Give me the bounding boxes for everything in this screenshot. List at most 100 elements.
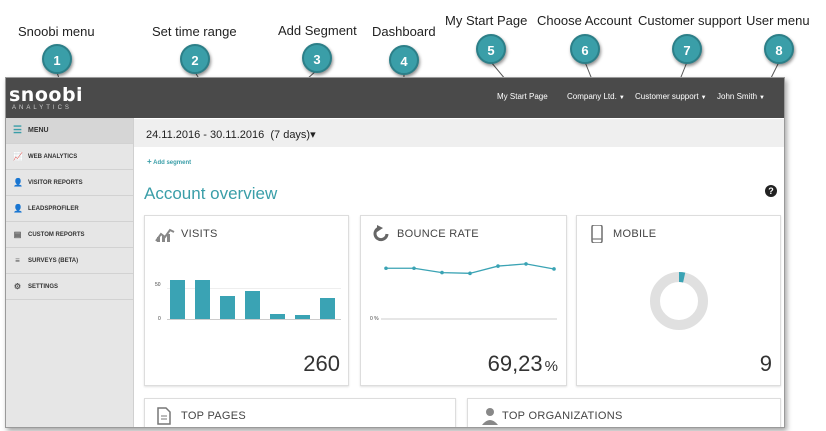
add-segment-label: Add segment xyxy=(153,160,192,166)
visits-title: VISITS xyxy=(181,228,218,240)
person-icon: 👤 xyxy=(13,178,23,187)
callout-label-5: My Start Page xyxy=(445,13,528,28)
callout-label-8: User menu xyxy=(746,13,810,28)
sidebar-item-settings[interactable]: ⚙ SETTINGS xyxy=(6,274,133,300)
help-icon[interactable]: ? xyxy=(765,185,777,197)
visits-bar xyxy=(220,295,235,319)
bounce-rate-unit: % xyxy=(544,358,558,375)
top-organizations-title: TOP ORGANIZATIONS xyxy=(502,410,623,422)
visits-card[interactable]: VISITS 50 0 260 xyxy=(144,215,349,386)
mobile-donut-chart xyxy=(650,272,708,330)
mobile-donut-other xyxy=(650,272,708,330)
callout-label-4: Dashboard xyxy=(372,24,436,39)
sidebar-item-label: SURVEYS (BETA) xyxy=(28,258,79,264)
sidebar-menu-toggle[interactable]: ☰ MENU xyxy=(6,118,133,144)
bounce-point xyxy=(468,271,472,276)
bounce-rate-title: BOUNCE RATE xyxy=(397,228,479,240)
document-icon: ▤ xyxy=(13,230,22,239)
caret-down-icon: ▼ xyxy=(759,95,765,101)
visits-bar xyxy=(270,314,285,319)
callout-badge-7: 7 xyxy=(672,34,702,64)
top-pages-title: TOP PAGES xyxy=(181,410,247,422)
time-range-text: 24.11.2016 - 30.11.2016 (7 days) xyxy=(146,129,311,141)
user-dropdown[interactable]: John Smith ▼ xyxy=(717,92,765,101)
caret-down-icon: ▼ xyxy=(700,95,707,101)
bounce-rate-value: 69,23% xyxy=(488,351,558,377)
support-dropdown[interactable]: Customer support ▼ xyxy=(635,92,707,101)
bounce-rate-chart xyxy=(381,262,557,320)
sidebar-item-web-analytics[interactable]: 📈 WEB ANALYTICS xyxy=(6,144,133,170)
callout-badge-6: 6 xyxy=(570,34,600,64)
phone-icon xyxy=(591,225,603,243)
bounce-point xyxy=(524,262,528,266)
callout-label-6: Choose Account xyxy=(537,13,632,28)
visits-bar xyxy=(195,280,210,319)
bounce-rate-card[interactable]: BOUNCE RATE 0 % 69,23% xyxy=(360,215,567,386)
mobile-value: 9 xyxy=(759,351,772,376)
visits-bar xyxy=(245,291,260,319)
list-icon: ≡ xyxy=(15,256,20,265)
callout-badge-5: 5 xyxy=(476,34,506,64)
callout-badge-8: 8 xyxy=(764,34,794,64)
bounce-point xyxy=(496,264,500,268)
page-title: Account overview xyxy=(144,184,278,203)
time-range-bar[interactable]: 24.11.2016 - 30.11.2016 (7 days)▾ xyxy=(134,119,784,147)
visits-bar xyxy=(295,314,310,319)
time-range-selector[interactable]: 24.11.2016 - 30.11.2016 (7 days)▾ xyxy=(146,128,316,141)
bounce-ytick-0: 0 % xyxy=(370,316,379,322)
sidebar-item-leadsprofiler[interactable]: 👤 LEADSPROFILER xyxy=(6,196,133,222)
chart-icon xyxy=(155,228,175,242)
sidebar-item-label: WEB ANALYTICS xyxy=(28,154,78,160)
bounce-rate-number: 69,23 xyxy=(487,351,543,376)
snoobi-logo[interactable]: snoobi xyxy=(9,84,84,106)
mobile-title: MOBILE xyxy=(613,228,657,240)
bounce-arrow-icon xyxy=(373,225,389,242)
person-icon: 👤 xyxy=(13,204,23,213)
account-name: Company Ltd. xyxy=(567,92,617,101)
visits-ytick-0: 0 xyxy=(158,316,161,322)
sidebar-item-label: SETTINGS xyxy=(28,284,59,290)
visits-value: 260 xyxy=(303,351,340,376)
sidebar-item-custom-reports[interactable]: ▤ CUSTOM REPORTS xyxy=(6,222,133,248)
callout-badge-3: 3 xyxy=(302,43,332,73)
gear-icon: ⚙ xyxy=(13,282,22,291)
mobile-donut-mobile xyxy=(650,272,708,330)
bounce-point xyxy=(552,267,556,271)
app-window: snoobi ANALYTICS My Start Page Company L… xyxy=(5,77,785,428)
bounce-point xyxy=(384,266,388,271)
add-segment-button[interactable]: + Add segment xyxy=(147,157,191,166)
callout-badge-2: 2 xyxy=(180,44,210,74)
mobile-card[interactable]: MOBILE 9 xyxy=(576,215,781,386)
callout-label-2: Set time range xyxy=(152,24,237,39)
top-bar: snoobi ANALYTICS My Start Page Company L… xyxy=(6,78,784,118)
user-name: John Smith xyxy=(717,92,758,101)
top-pages-card[interactable]: TOP PAGES xyxy=(144,398,456,427)
callout-badge-4: 4 xyxy=(389,45,419,75)
callout-label-1: Snoobi menu xyxy=(18,24,95,39)
caret-down-icon: ▾ xyxy=(310,129,316,141)
hamburger-icon: ☰ xyxy=(13,125,22,136)
sidebar-item-label: LEADSPROFILER xyxy=(28,206,79,212)
visits-gridline xyxy=(167,288,341,289)
sidebar-item-label: CUSTOM REPORTS xyxy=(28,232,85,238)
logo-subtitle: ANALYTICS xyxy=(12,105,72,111)
chart-icon: 📈 xyxy=(13,152,23,161)
visits-ytick-50: 50 xyxy=(155,282,161,288)
account-dropdown[interactable]: Company Ltd. ▼ xyxy=(567,92,625,101)
bounce-point xyxy=(412,266,416,271)
visits-bar xyxy=(320,297,335,319)
callout-label-3: Add Segment xyxy=(278,23,357,38)
callout-badge-1: 1 xyxy=(42,44,72,74)
sidebar-item-label: VISITOR REPORTS xyxy=(28,180,83,186)
caret-down-icon: ▼ xyxy=(618,95,625,101)
my-start-page-link[interactable]: My Start Page xyxy=(497,92,548,101)
person-icon xyxy=(482,408,498,425)
top-organizations-card[interactable]: TOP ORGANIZATIONS xyxy=(467,398,781,427)
support-label: Customer support xyxy=(635,92,699,101)
sidebar-item-visitor-reports[interactable]: 👤 VISITOR REPORTS xyxy=(6,170,133,196)
visits-baseline xyxy=(167,319,341,320)
sidebar-menu-label: MENU xyxy=(28,127,49,134)
sidebar: ☰ MENU 📈 WEB ANALYTICS 👤 VISITOR REPORTS… xyxy=(6,118,134,427)
sidebar-item-surveys[interactable]: ≡ SURVEYS (BETA) xyxy=(6,248,133,274)
document-icon xyxy=(157,407,171,425)
